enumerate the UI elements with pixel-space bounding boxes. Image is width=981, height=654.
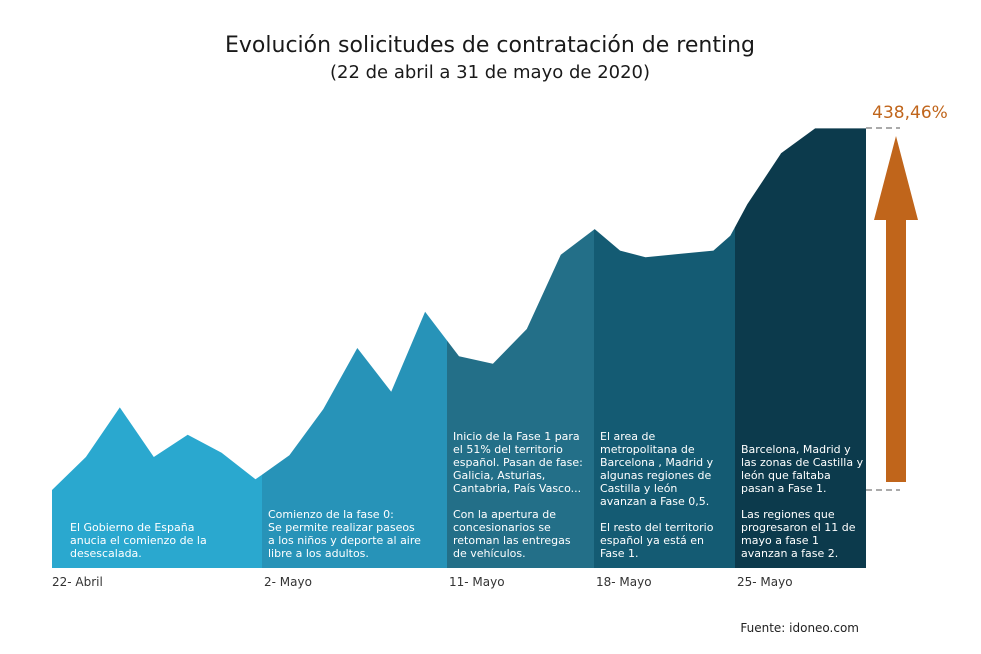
area-segment-5 bbox=[735, 128, 866, 568]
peak-indicator: 438,46% bbox=[866, 103, 948, 491]
annotation-line: Galicia, Asturias, bbox=[453, 469, 545, 482]
annotation-line: Con la apertura de bbox=[453, 508, 556, 521]
area-segment-4 bbox=[594, 227, 735, 568]
area-segment-1 bbox=[52, 407, 262, 568]
annotation-line: las zonas de Castilla y bbox=[741, 456, 864, 469]
annotation-line: Castilla y león bbox=[600, 482, 677, 495]
area-segments bbox=[52, 128, 866, 568]
annotation-line: El resto del territorio bbox=[600, 521, 714, 534]
annotation-line: Se permite realizar paseos bbox=[268, 521, 415, 534]
annotation-line: Inicio de la Fase 1 para bbox=[453, 430, 580, 443]
annotation-line: algunas regiones de bbox=[600, 469, 711, 482]
x-tick-label: 11- Mayo bbox=[449, 575, 505, 589]
source-label: Fuente: idoneo.com bbox=[740, 621, 859, 635]
annotation-line: Cantabria, País Vasco... bbox=[453, 482, 581, 495]
area-segment-2 bbox=[262, 311, 447, 568]
x-tick-label: 25- Mayo bbox=[737, 575, 793, 589]
annotation-line: anucia el comienzo de la bbox=[70, 534, 207, 547]
x-axis-ticks: 22- Abril 2- Mayo 11- Mayo 18- Mayo 25- Mayo bbox=[52, 575, 793, 589]
annotation-line: concesionarios se bbox=[453, 521, 551, 534]
annotation-line: el 51% del territorio bbox=[453, 443, 563, 456]
annotation-line: desescalada. bbox=[70, 547, 142, 560]
annotation-line: Las regiones que bbox=[741, 508, 835, 521]
annotation-line: Comienzo de la fase 0: bbox=[268, 508, 394, 521]
annotation-line: Barcelona, Madrid y bbox=[741, 443, 851, 456]
annotation-line: león que faltaba bbox=[741, 469, 831, 482]
x-tick-label: 22- Abril bbox=[52, 575, 103, 589]
peak-label: 438,46% bbox=[872, 103, 948, 123]
annotation-line: avanzan a Fase 0,5. bbox=[600, 495, 709, 508]
increase-arrow-icon bbox=[874, 136, 918, 482]
area-segment-3 bbox=[447, 229, 594, 568]
annotation-line: El area de bbox=[600, 430, 656, 443]
annotation-line: metropolitana de bbox=[600, 443, 695, 456]
annotation-line: El Gobierno de España bbox=[70, 521, 194, 534]
annotation-line: libre a los adultos. bbox=[268, 547, 369, 560]
x-tick-label: 2- Mayo bbox=[264, 575, 312, 589]
x-tick-label: 18- Mayo bbox=[596, 575, 652, 589]
annotation-line: español ya está en bbox=[600, 534, 704, 547]
annotation-line: Fase 1. bbox=[600, 547, 639, 560]
annotation-line: de vehículos. bbox=[453, 547, 526, 560]
annotation-line: avanzan a fase 2. bbox=[741, 547, 838, 560]
annotation-line: Barcelona , Madrid y bbox=[600, 456, 714, 469]
chart-title: Evolución solicitudes de contratación de… bbox=[225, 33, 755, 58]
annotation-line: a los niños y deporte al aire bbox=[268, 534, 421, 547]
annotation-line: mayo a fase 1 bbox=[741, 534, 819, 547]
annotation-line: pasan a Fase 1. bbox=[741, 482, 826, 495]
annotation-line: progresaron el 11 de bbox=[741, 521, 856, 534]
annotation-line: español. Pasan de fase: bbox=[453, 456, 583, 469]
annotation-line: retoman las entregas bbox=[453, 534, 571, 547]
chart-subtitle: (22 de abril a 31 de mayo de 2020) bbox=[330, 62, 650, 83]
